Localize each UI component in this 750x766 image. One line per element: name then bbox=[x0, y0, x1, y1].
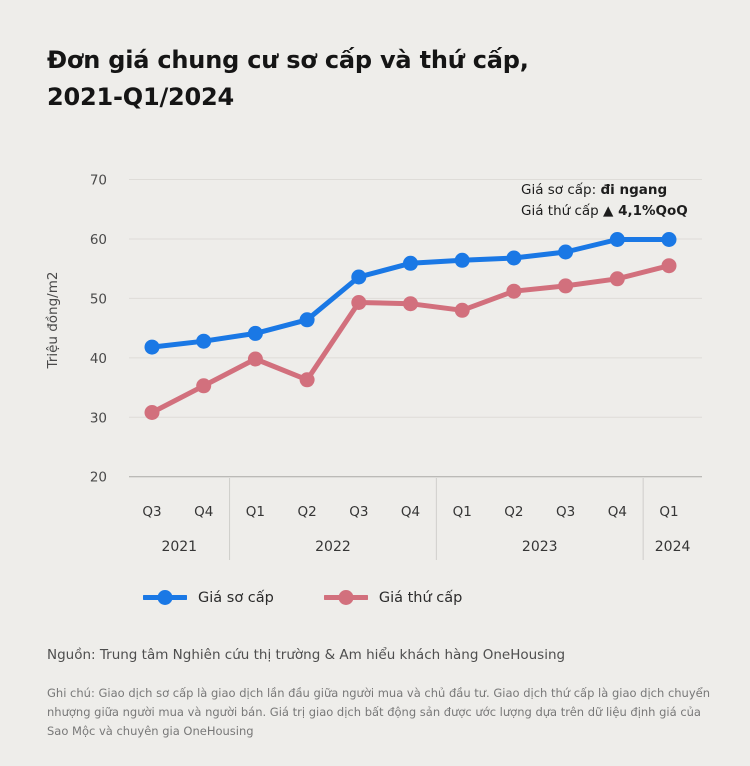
y-tick-label: 50 bbox=[90, 291, 107, 307]
annotation-primary-trend: Giá sơ cấp: đi ngang bbox=[521, 180, 688, 201]
page-title: Đơn giá chung cư sơ cấp và thứ cấp, 2021-… bbox=[47, 42, 529, 116]
data-point bbox=[506, 250, 522, 266]
data-point bbox=[299, 372, 315, 388]
line-chart: 70 60 50 40 30 20 Triệu đồng/m2 Q3 Q4 Q1 Q2 Q3 Q4 Q1 Q… bbox=[0, 160, 750, 572]
data-point bbox=[196, 378, 212, 394]
y-tick-label: 60 bbox=[90, 232, 107, 248]
year-label: 2021 bbox=[161, 539, 197, 555]
data-point bbox=[299, 312, 315, 328]
data-point bbox=[403, 255, 418, 271]
data-point bbox=[403, 296, 418, 312]
chart-canvas: 70 60 50 40 30 20 Triệu đồng/m2 Q3 Q4 Q1 Q2 Q3 Q4 Q1 Q… bbox=[44, 173, 702, 560]
year-label: 2022 bbox=[315, 539, 351, 555]
annotation-secondary-label: Giá thứ cấp bbox=[521, 203, 604, 219]
data-point bbox=[558, 278, 574, 294]
data-point bbox=[351, 269, 367, 285]
y-axis-title: Triệu đồng/m2 bbox=[44, 272, 61, 370]
legend-line-dot-icon bbox=[323, 589, 368, 606]
y-tick-label: 70 bbox=[90, 173, 107, 189]
annotation-secondary-value: ▲ 4,1%QoQ bbox=[603, 203, 688, 219]
page-title-line1: Đơn giá chung cư sơ cấp và thứ cấp, bbox=[47, 46, 529, 74]
x-tick-label: Q1 bbox=[246, 504, 265, 520]
source-text: Nguồn: Trung tâm Nghiên cứu thị trường &… bbox=[47, 647, 566, 663]
x-tick-label: Q1 bbox=[659, 504, 678, 520]
y-tick-label: 40 bbox=[90, 351, 107, 367]
data-point bbox=[558, 244, 574, 260]
data-point bbox=[609, 271, 625, 287]
data-point bbox=[661, 258, 677, 274]
data-point bbox=[351, 295, 367, 310]
data-point bbox=[247, 351, 263, 367]
annotation-primary-label: Giá sơ cấp: bbox=[521, 182, 601, 198]
y-tick-label: 20 bbox=[90, 470, 107, 486]
x-tick-label: Q4 bbox=[194, 504, 213, 520]
legend-item-secondary: Giá thứ cấp bbox=[323, 589, 463, 606]
data-point bbox=[454, 302, 470, 318]
note-text: Ghi chú: Giao dịch sơ cấp là giao dịch l… bbox=[47, 686, 711, 738]
data-point bbox=[661, 232, 677, 247]
year-label: 2024 bbox=[655, 539, 691, 555]
chart-annotation: Giá sơ cấp: đi ngang Giá thứ cấp ▲ 4,1%Q… bbox=[521, 180, 688, 222]
x-tick-label: Q2 bbox=[297, 504, 316, 520]
data-point bbox=[144, 405, 160, 420]
year-label: 2023 bbox=[522, 539, 558, 555]
data-point bbox=[247, 325, 263, 341]
series-line-Giá sơ cấp bbox=[149, 237, 672, 350]
legend-label-primary: Giá sơ cấp bbox=[198, 589, 274, 606]
x-tick-label: Q1 bbox=[453, 504, 472, 520]
legend-label-secondary: Giá thứ cấp bbox=[378, 589, 463, 606]
data-point bbox=[144, 339, 160, 355]
legend-item-primary: Giá sơ cấp bbox=[143, 589, 274, 606]
y-tick-label: 30 bbox=[90, 410, 107, 426]
x-tick-label: Q4 bbox=[401, 504, 420, 520]
x-tick-label: Q3 bbox=[349, 504, 368, 520]
data-point bbox=[454, 252, 470, 268]
chart-legend: Giá sơ cấp Giá thứ cấp bbox=[143, 589, 462, 606]
x-tick-label: Q3 bbox=[142, 504, 161, 520]
data-point bbox=[506, 283, 522, 299]
legend-line-dot-icon bbox=[143, 589, 187, 606]
x-tick-label: Q3 bbox=[556, 504, 575, 520]
x-tick-label: Q4 bbox=[608, 504, 627, 520]
annotation-primary-value: đi ngang bbox=[600, 182, 668, 198]
data-point bbox=[196, 333, 212, 349]
x-tick-label: Q2 bbox=[504, 504, 523, 520]
page-title-line2: 2021-Q1/2024 bbox=[47, 83, 235, 111]
annotation-secondary-trend: Giá thứ cấp ▲ 4,1%QoQ bbox=[521, 201, 688, 222]
data-point bbox=[609, 232, 625, 247]
